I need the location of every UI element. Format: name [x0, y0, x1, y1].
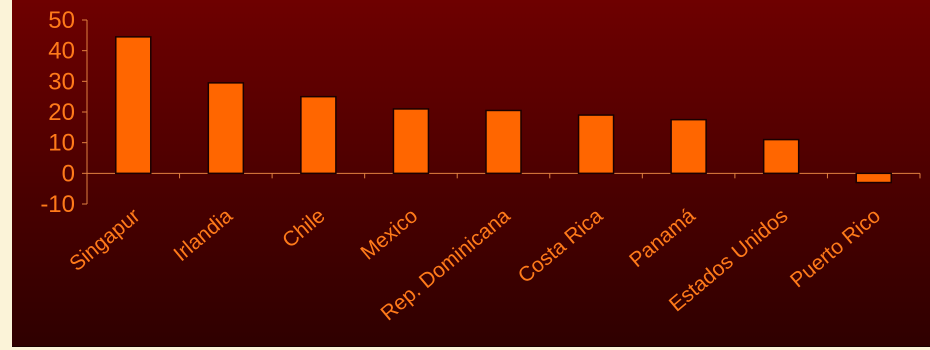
category-label: Mexico	[356, 204, 422, 264]
category-label: Irlandia	[169, 204, 237, 266]
chart-frame: 50 40 30 20 10 0 -10 Singapur Irlandia Chile Mexi…	[12, 0, 930, 347]
bar-puerto-rico	[855, 172, 892, 184]
y-tick-labels: 50 40 30 20 10 0 -10	[40, 7, 75, 218]
bar-chart: 50 40 30 20 10 0 -10 Singapur Irlandia Chile Mexi…	[40, 7, 921, 325]
bar-costa-rica	[577, 114, 615, 175]
bar-singapur	[115, 36, 152, 175]
bar-panam-	[670, 118, 707, 175]
y-tick-label: 20	[48, 99, 75, 126]
y-tick-label: 0	[62, 160, 75, 187]
category-label: Panamá	[625, 204, 700, 272]
y-tick-label: 10	[48, 130, 75, 157]
category-label: Singapur	[65, 204, 144, 276]
bar-mexico	[392, 108, 430, 175]
y-tick-label: 40	[48, 38, 75, 65]
bar-estados-unidos	[762, 138, 800, 175]
bars	[115, 36, 892, 184]
category-label: Costa Rica	[514, 204, 608, 288]
category-label: Puerto Rico	[786, 204, 885, 292]
bar-irlandia	[207, 82, 245, 175]
y-tick-label: 50	[48, 7, 75, 34]
bar-rep-dominicana	[485, 109, 522, 175]
y-tick-label: 30	[48, 68, 75, 95]
y-tick-label: -10	[40, 191, 75, 218]
bar-chile	[300, 95, 337, 175]
category-label: Chile	[278, 204, 329, 252]
